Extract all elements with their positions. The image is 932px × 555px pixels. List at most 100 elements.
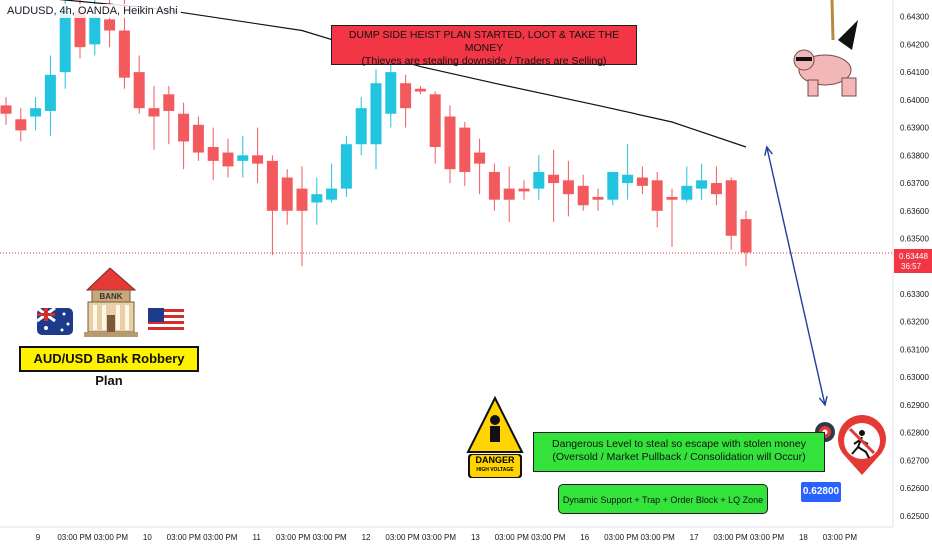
- price-tick-label: 0.63500: [900, 235, 929, 244]
- bar-countdown: 36:57: [901, 262, 922, 271]
- candle-body: [163, 94, 175, 111]
- australia-flag-icon: [36, 306, 73, 335]
- time-tick-label: 03:00 PM: [750, 533, 785, 542]
- danger-skeleton-body: [490, 426, 500, 442]
- price-tick-label: 0.62700: [900, 456, 929, 465]
- us-flag-stripe-3: [148, 321, 184, 324]
- heist-plan-callout: DUMP SIDE HEIST PLAN STARTED, LOOT & TAK…: [331, 25, 637, 67]
- time-tick-label: 03:00 PM: [713, 533, 748, 542]
- projection-arrow-head: [818, 396, 828, 407]
- bank-pillar-1: [93, 305, 97, 330]
- candle-body: [281, 177, 293, 211]
- price-tick-label: 0.63700: [900, 179, 929, 188]
- candle-body: [44, 74, 56, 111]
- candle-body: [192, 124, 204, 153]
- time-tick-label: 03:00 PM: [604, 533, 639, 542]
- price-tick-label: 0.62600: [900, 484, 929, 493]
- candle-body: [385, 72, 397, 114]
- danger-badge: DANGER HIGH VOLTAGE: [470, 455, 520, 477]
- runner-head: [859, 430, 865, 436]
- price-tick-label: 0.64000: [900, 96, 929, 105]
- candle-body: [207, 147, 219, 161]
- candle-body: [59, 11, 71, 73]
- candle-body: [30, 108, 42, 117]
- candle-body: [740, 219, 752, 253]
- time-axis-labels: 9 03:00 PM 03:00 PM 10 03:00 PM 03:00 PM 11 03:…: [36, 533, 858, 542]
- plan-label: AUD/USD Bank Robbery Plan: [19, 346, 199, 388]
- candle-body: [681, 185, 693, 200]
- candle-body: [133, 72, 145, 109]
- no-escape-slash: [848, 427, 876, 455]
- time-tick-label: 11: [253, 533, 262, 542]
- bank-pillar-3: [116, 305, 120, 330]
- candle-body: [666, 196, 678, 200]
- candle-body: [74, 11, 86, 48]
- candle-body: [533, 171, 545, 189]
- candle-body: [548, 174, 560, 184]
- thief-leg: [841, 77, 857, 97]
- thief-mask-cloth: [838, 20, 858, 50]
- candle-body: [15, 119, 27, 131]
- time-tick-label: 17: [690, 533, 699, 542]
- candle-body: [89, 16, 101, 45]
- time-tick-label: 03:00 PM: [641, 533, 676, 542]
- thief-arm: [807, 79, 819, 97]
- candle-body: [118, 30, 130, 78]
- au-flag-cross-h: [37, 313, 55, 316]
- target-zone-callout: Dynamic Support + Trap + Order Block + L…: [558, 484, 768, 514]
- projection-arrow-group: [764, 145, 828, 407]
- time-tick-label: 16: [580, 533, 589, 542]
- au-flag-star-2: [62, 312, 66, 316]
- candle-body: [311, 194, 323, 203]
- ticker-label[interactable]: AUDUSD, 4h, OANDA, Heikin Ashi: [4, 4, 181, 18]
- candle-body: [400, 83, 412, 109]
- runner-body: [851, 436, 870, 459]
- target-price-label: 0.62800: [801, 482, 841, 502]
- candle-body: [104, 19, 116, 31]
- time-tick-label: 03:00 PM: [422, 533, 457, 542]
- bank-pillar-4: [125, 305, 129, 330]
- candle-body: [636, 177, 648, 186]
- candle-body: [370, 83, 382, 145]
- candle-body: [355, 108, 367, 145]
- candle-body: [459, 127, 471, 172]
- candle-body: [444, 116, 456, 170]
- time-tick-label: 10: [143, 533, 152, 542]
- thief-sunglasses: [796, 57, 812, 61]
- candle-body: [414, 88, 426, 92]
- us-flag-stripe-1: [148, 309, 184, 312]
- time-tick-label: 03:00 PM: [531, 533, 566, 542]
- usa-flag-icon: [148, 308, 184, 335]
- candle-body: [518, 188, 530, 192]
- last-price-tag-bg: [894, 249, 932, 273]
- target-level-callout: Dangerous Level to steal so escape with …: [533, 432, 825, 472]
- time-tick-label: 03:00 PM: [495, 533, 530, 542]
- price-tick-label: 0.63600: [900, 207, 929, 216]
- candle-body: [340, 144, 352, 189]
- candle-body: [474, 152, 486, 164]
- candle-body: [725, 180, 737, 236]
- candle-body: [178, 113, 190, 142]
- heist-plan-title: DUMP SIDE HEIST PLAN STARTED, LOOT & TAK…: [348, 29, 620, 54]
- last-price-tag: 0.63448 36:57: [894, 249, 932, 273]
- projection-arrow-tail: [764, 145, 773, 156]
- price-tick-label: 0.62900: [900, 401, 929, 410]
- time-tick-label: 03:00 PM: [823, 533, 858, 542]
- candle-body: [592, 196, 604, 200]
- candle-body: [266, 160, 278, 211]
- time-tick-label: 9: [36, 533, 41, 542]
- au-flag-star-4: [60, 328, 64, 332]
- candle-body: [710, 183, 722, 195]
- us-flag-stripe-4: [148, 327, 184, 330]
- rope: [830, 0, 835, 41]
- price-tick-label: 0.64100: [900, 68, 929, 77]
- au-flag-star-1: [44, 326, 48, 330]
- bank-building-icon: BANK: [84, 267, 138, 337]
- bank-steps: [84, 332, 138, 337]
- time-tick-label: 03:00 PM: [94, 533, 129, 542]
- time-tick-label: 18: [799, 533, 808, 542]
- price-tick-label: 0.63100: [900, 345, 929, 354]
- candle-body: [696, 180, 708, 189]
- price-tick-label: 0.64200: [900, 40, 929, 49]
